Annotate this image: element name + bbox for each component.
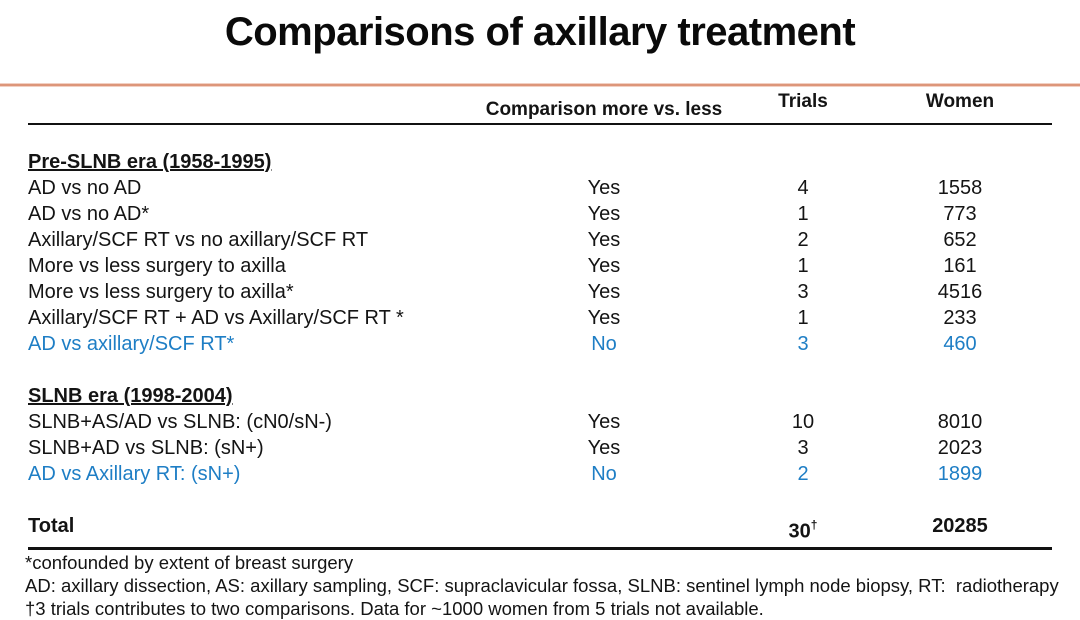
cell-trials: 1 <box>797 203 809 225</box>
cell-trials: 2 <box>797 229 809 251</box>
section-heading-row: SLNB era (1998-2004) <box>28 383 1052 409</box>
page-title: Comparisons of axillary treatment <box>224 10 856 54</box>
section-heading-row: Pre-SLNB era (1958-1995) <box>28 149 1052 175</box>
cell-women: 233 <box>943 307 977 329</box>
accent-divider <box>0 83 1080 87</box>
section-heading-slnb: SLNB era (1998-2004) <box>28 385 233 407</box>
spacer <box>28 125 1052 149</box>
cell-women: 161 <box>943 255 977 277</box>
cell-comparison: Yes <box>587 203 621 225</box>
footnote-abbreviations: AD: axillary dissection, AS: axillary sa… <box>25 574 1059 596</box>
cell-comparison: Yes <box>587 229 621 251</box>
cell-comparison: No <box>591 333 617 355</box>
cell-trials: 10 <box>791 411 815 433</box>
table-row: AD vs no AD* Yes 1 773 <box>28 201 1052 227</box>
cell-trials: 1 <box>797 255 809 277</box>
cell-label: Axillary/SCF RT + AD vs Axillary/SCF RT … <box>28 307 404 329</box>
footnote-dagger: †3 trials contributes to two comparisons… <box>25 597 764 619</box>
dagger-superscript: † <box>810 518 818 532</box>
cell-women: 460 <box>943 333 977 355</box>
total-women: 20285 <box>932 515 988 537</box>
column-header-trials: Trials <box>778 91 828 112</box>
cell-women: 4516 <box>937 281 983 303</box>
cell-women: 2023 <box>937 437 983 459</box>
total-label: Total <box>28 515 75 537</box>
cell-comparison: Yes <box>587 411 621 433</box>
cell-label: More vs less surgery to axilla* <box>28 281 294 303</box>
cell-comparison: No <box>591 463 617 485</box>
table-row: AD vs no AD Yes 4 1558 <box>28 175 1052 201</box>
cell-trials: 4 <box>797 177 809 199</box>
total-trials-value: 30 <box>788 520 811 543</box>
cell-comparison: Yes <box>587 177 621 199</box>
table-row: SLNB+AS/AD vs SLNB: (cN0/sN-) Yes 10 801… <box>28 409 1052 435</box>
cell-comparison: Yes <box>587 437 621 459</box>
cell-trials: 1 <box>797 307 809 329</box>
cell-comparison: Yes <box>587 255 621 277</box>
footnotes: *confounded by extent of breast surgery … <box>25 551 1060 620</box>
table-row: SLNB+AD vs SLNB: (sN+) Yes 3 2023 <box>28 435 1052 461</box>
cell-trials: 2 <box>797 463 809 485</box>
cell-label: More vs less surgery to axilla <box>28 255 286 277</box>
cell-trials: 3 <box>797 333 809 355</box>
footnote-asterisk: *confounded by extent of breast surgery <box>25 551 354 573</box>
table-row: More vs less surgery to axilla Yes 1 161 <box>28 253 1052 279</box>
cell-label: AD vs Axillary RT: (sN+) <box>28 463 241 485</box>
section-gap <box>28 487 1052 513</box>
table-header-row: Comparison more vs. less Trials Women <box>28 91 1052 125</box>
cell-comparison: Yes <box>587 307 621 329</box>
section-heading-pre-slnb: Pre-SLNB era (1958-1995) <box>28 151 272 173</box>
cell-comparison: Yes <box>587 281 621 303</box>
cell-label: AD vs no AD* <box>28 203 150 225</box>
cell-trials: 3 <box>797 281 809 303</box>
total-trials: 30† <box>738 513 868 545</box>
table-row: Axillary/SCF RT + AD vs Axillary/SCF RT … <box>28 305 1052 331</box>
cell-women: 8010 <box>937 411 983 433</box>
cell-women: 652 <box>943 229 977 251</box>
cell-label: SLNB+AS/AD vs SLNB: (cN0/sN-) <box>28 411 332 433</box>
comparison-table: Comparison more vs. less Trials Women Pr… <box>28 91 1052 550</box>
table-row: Axillary/SCF RT vs no axillary/SCF RT Ye… <box>28 227 1052 253</box>
cell-label: AD vs no AD <box>28 177 142 199</box>
cell-label: Axillary/SCF RT vs no axillary/SCF RT <box>28 229 369 251</box>
column-header-women: Women <box>925 91 995 112</box>
table-row-highlighted: AD vs Axillary RT: (sN+) No 2 1899 <box>28 461 1052 487</box>
cell-label: SLNB+AD vs SLNB: (sN+) <box>28 437 264 459</box>
table-row: More vs less surgery to axilla* Yes 3 45… <box>28 279 1052 305</box>
cell-women: 1899 <box>937 463 983 485</box>
table-row-highlighted: AD vs axillary/SCF RT* No 3 460 <box>28 331 1052 357</box>
column-header-comparison: Comparison more vs. less <box>485 99 723 120</box>
cell-trials: 3 <box>797 437 809 459</box>
cell-comparison <box>470 513 738 545</box>
cell-women: 773 <box>943 203 977 225</box>
total-row: Total 30† 20285 <box>28 513 1052 550</box>
cell-label: AD vs axillary/SCF RT* <box>28 333 235 355</box>
section-gap <box>28 357 1052 383</box>
cell-women: 1558 <box>937 177 983 199</box>
